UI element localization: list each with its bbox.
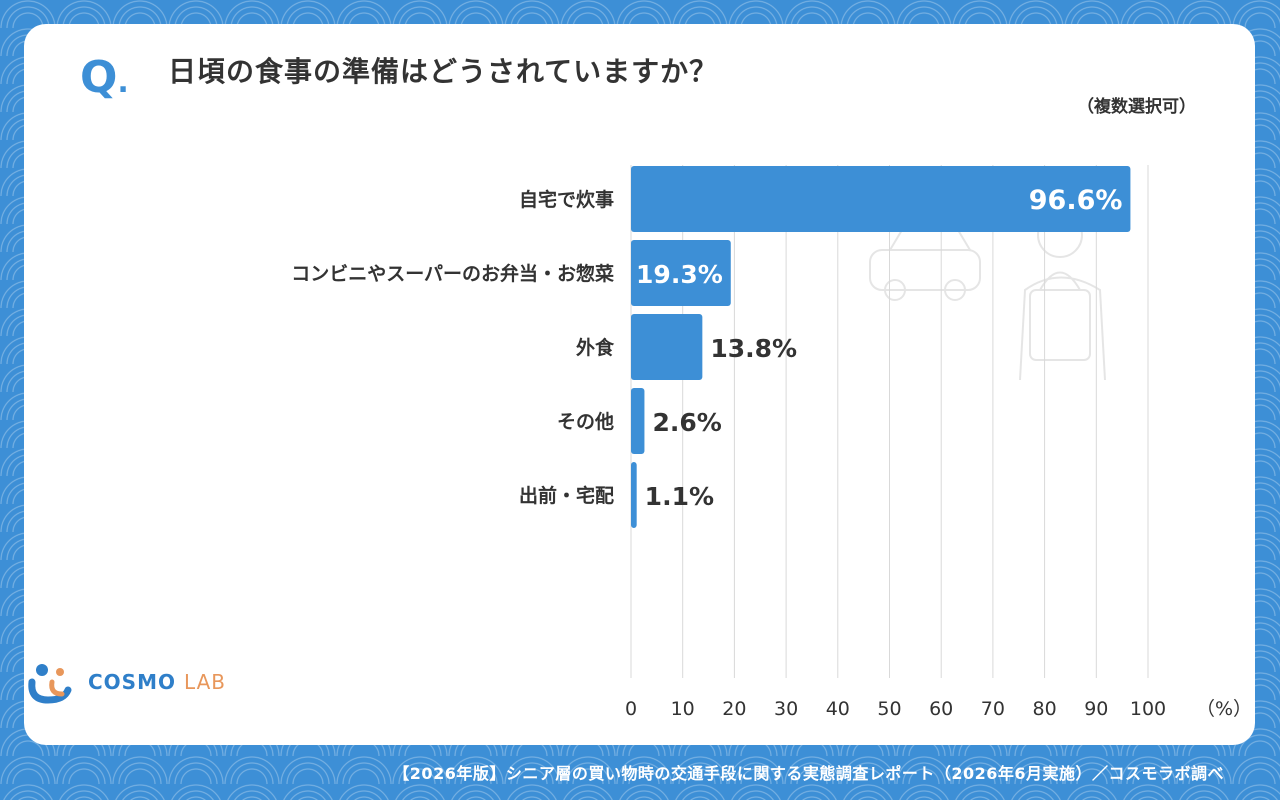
category-label: 自宅で炊事 <box>519 188 614 211</box>
cosmo-lab-logo-icon <box>28 664 72 704</box>
x-tick-label: 50 <box>877 698 901 720</box>
cosmo-lab-logo: COSMO LAB <box>24 660 226 704</box>
x-tick-label: 20 <box>722 698 746 720</box>
multiple-choice-note: （複数選択可） <box>1077 97 1196 117</box>
bar <box>631 166 1131 232</box>
x-tick-label: 90 <box>1084 698 1108 720</box>
x-tick-label: 80 <box>1033 698 1057 720</box>
category-label: 出前・宅配 <box>519 484 614 507</box>
category-label: 外食 <box>576 336 615 359</box>
bar <box>631 388 645 454</box>
x-tick-label: 30 <box>774 698 798 720</box>
category-label: コンビニやスーパーのお弁当・お惣菜 <box>291 262 614 285</box>
x-tick-label: 100 <box>1130 698 1166 720</box>
x-axis-unit-label: （%） <box>1196 698 1252 720</box>
data-label: 96.6% <box>1029 185 1123 216</box>
data-label: 13.8% <box>710 334 797 363</box>
bar <box>631 314 703 380</box>
x-tick-label: 70 <box>981 698 1005 720</box>
x-tick-label: 40 <box>826 698 850 720</box>
x-tick-label: 60 <box>929 698 953 720</box>
data-label: 19.3% <box>636 260 723 289</box>
card-panel <box>24 24 1255 745</box>
x-tick-label: 0 <box>625 698 637 720</box>
bar <box>631 240 731 306</box>
data-label: 2.6% <box>652 408 721 437</box>
category-label: その他 <box>557 410 614 433</box>
question-title: 日頃の食事の準備はどうされていますか？ <box>168 55 719 88</box>
data-label: 1.1% <box>645 482 714 511</box>
logo-text: COSMO LAB <box>88 670 226 694</box>
question-mark: Q. <box>80 52 129 103</box>
bar <box>631 462 637 528</box>
footer-source: 【2026年版】シニア層の買い物時の交通手段に関する実態調査レポート（2026年… <box>393 764 1224 783</box>
x-tick-label: 10 <box>671 698 695 720</box>
